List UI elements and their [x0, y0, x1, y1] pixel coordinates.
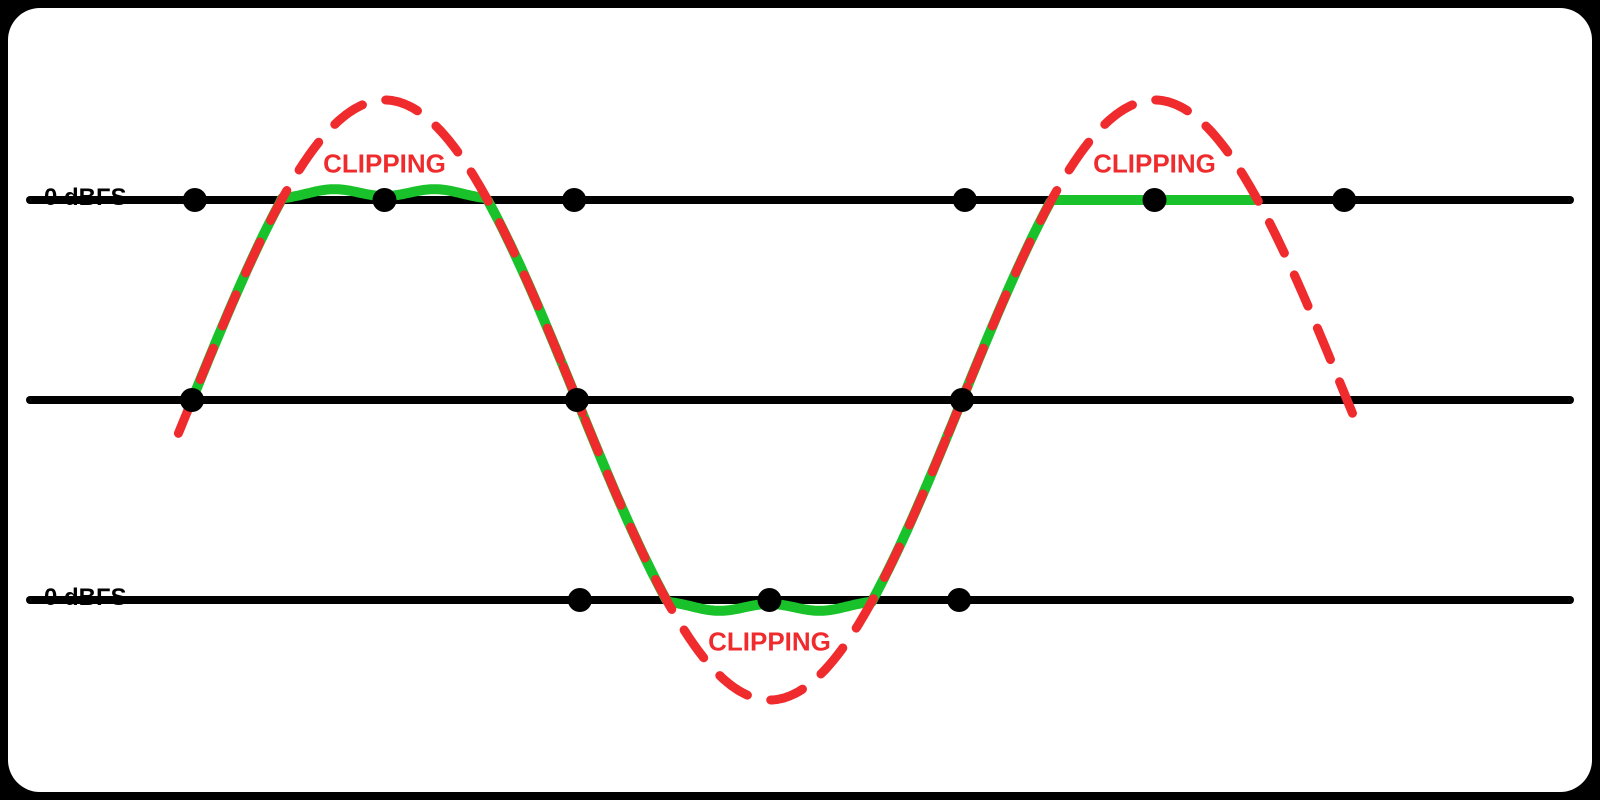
- sample-dot: [562, 188, 586, 212]
- diagram-canvas: 0 dBFS 0 dBFS CLIPPING CLIPPING CLIPPING: [0, 0, 1600, 800]
- sample-dot: [1332, 188, 1356, 212]
- sample-dot: [180, 388, 204, 412]
- sample-dot: [950, 388, 974, 412]
- axis-label-top: 0 dBFS: [44, 184, 127, 212]
- sample-dot: [183, 188, 207, 212]
- clipping-label-bottom: CLIPPING: [708, 627, 831, 658]
- sample-dot: [565, 388, 589, 412]
- clipping-label-top: CLIPPING: [323, 149, 446, 180]
- axis-label-bottom: 0 dBFS: [44, 584, 127, 612]
- sample-dot: [1143, 188, 1167, 212]
- sample-dot: [953, 188, 977, 212]
- sample-dot: [568, 588, 592, 612]
- sample-dot: [947, 588, 971, 612]
- waveform-plot: [0, 0, 1600, 800]
- sample-dot: [373, 188, 397, 212]
- clipping-label-top: CLIPPING: [1093, 149, 1216, 180]
- sample-dot: [758, 588, 782, 612]
